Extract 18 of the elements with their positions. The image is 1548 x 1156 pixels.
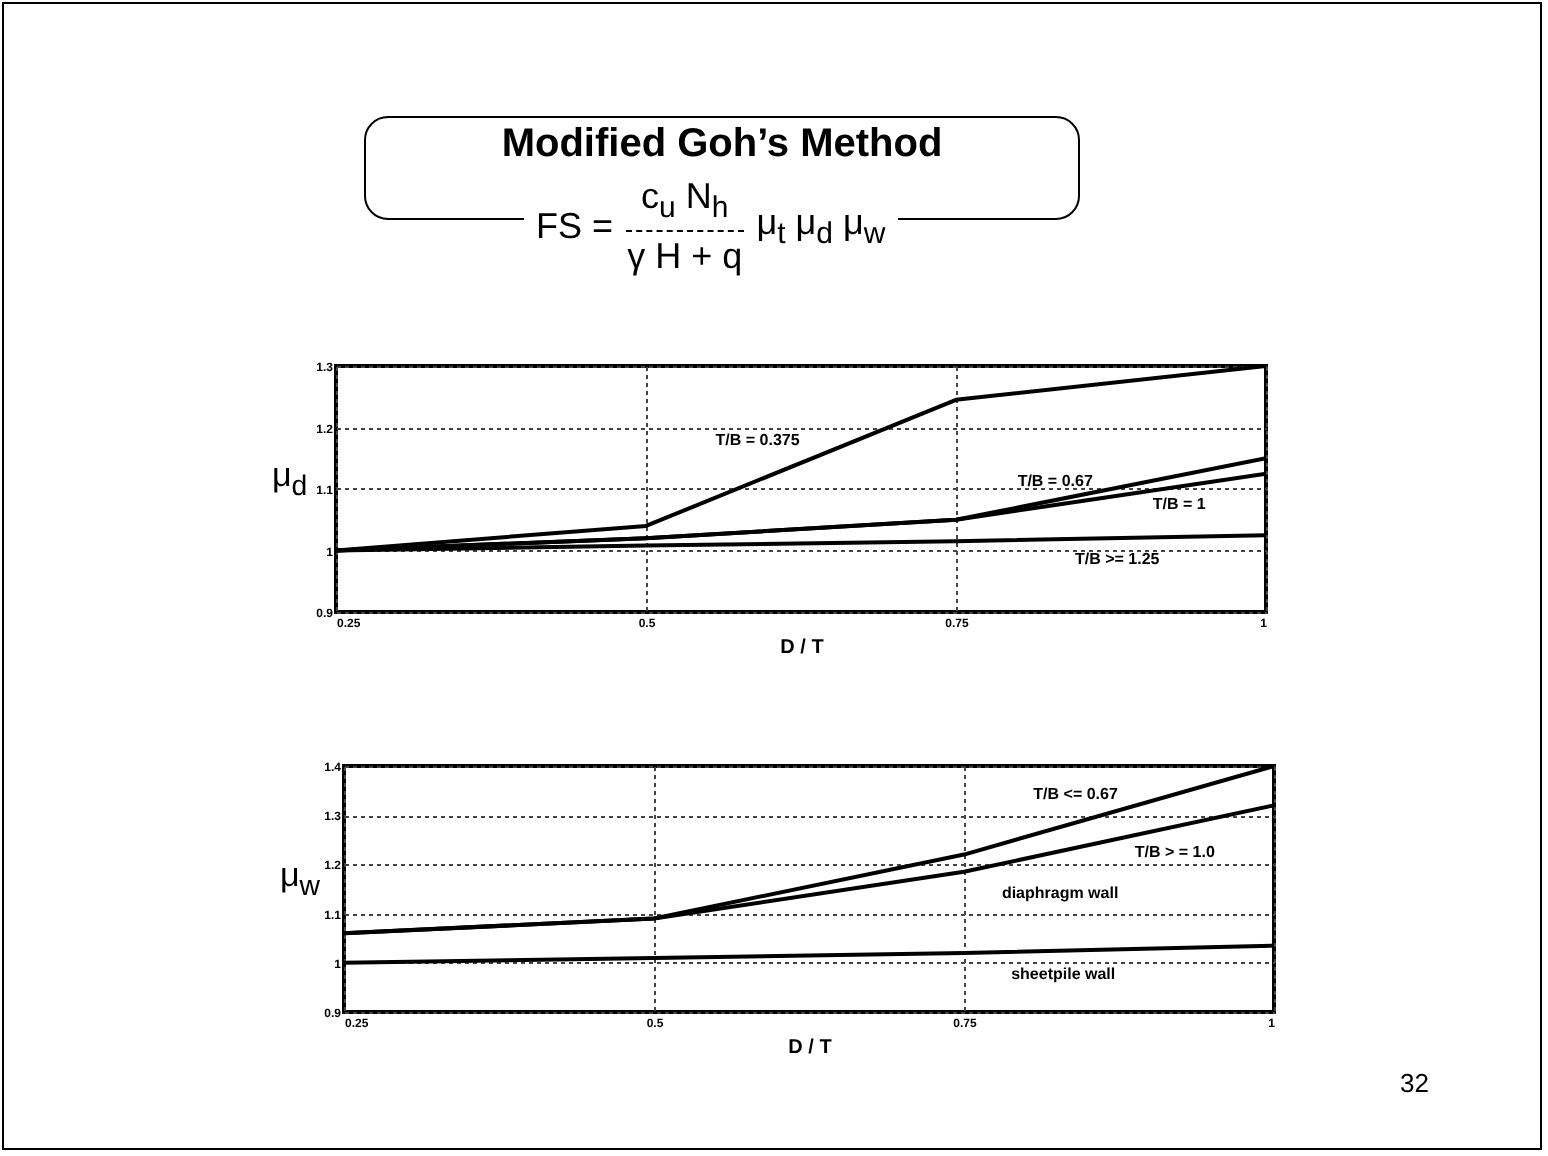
text: μ$_{t}$ μ$_{d}$ μ$_{w}$ <box>756 202 886 252</box>
text: 32 <box>1400 1068 1429 1098</box>
text: FS = <box>536 205 614 248</box>
annotation: diaphragm wall <box>1001 883 1119 902</box>
text: c$_{u}$ N$_{h}$ <box>625 176 745 232</box>
y-axis-title: μ$_{w}$ <box>280 856 321 903</box>
text: Modified Goh’s Method <box>499 122 945 168</box>
x-axis-title: D / T <box>780 637 824 659</box>
y-axis-title: μ$_{d}$ <box>272 456 308 503</box>
x-axis-title: D / T <box>788 1037 832 1059</box>
series-label: sheetpile wall <box>1011 964 1116 983</box>
series-label: T/B = 1 <box>1152 494 1207 513</box>
series-label: T/B <= 0.67 <box>1033 784 1119 803</box>
text: γ H + q <box>627 233 743 278</box>
series-label: T/B >= 1.25 <box>1074 550 1161 569</box>
series-label: T/B = 0.67 <box>1017 472 1094 491</box>
series-label: T/B = 0.375 <box>715 430 801 449</box>
series-label: T/B > = 1.0 <box>1134 842 1216 861</box>
